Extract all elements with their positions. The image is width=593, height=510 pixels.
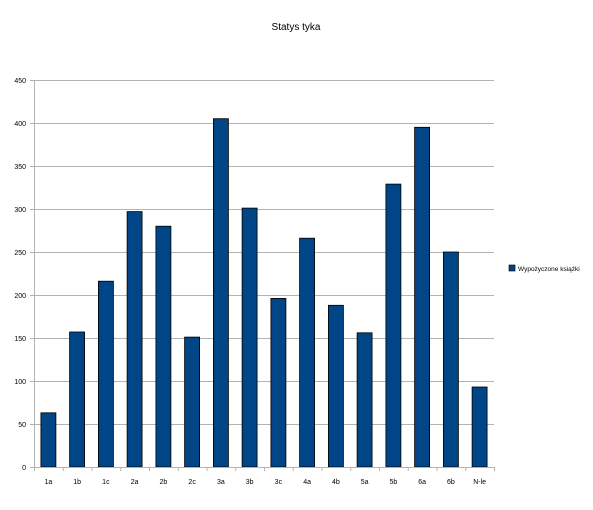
y-tick-label: 400	[14, 121, 26, 128]
x-tick-label: 2a	[131, 479, 139, 486]
bar	[241, 207, 258, 468]
bar	[212, 118, 229, 468]
legend-swatch	[508, 264, 516, 272]
bar	[442, 251, 459, 468]
bar	[471, 386, 488, 468]
y-tick-label: 300	[14, 207, 26, 214]
legend-label: Wypożyczone książki	[518, 266, 580, 273]
x-tick-label: 4b	[332, 479, 340, 486]
y-tick-label: 0	[22, 465, 26, 472]
y-tick-label: 150	[14, 336, 26, 343]
bar	[327, 304, 344, 468]
bar	[414, 126, 431, 468]
y-tick-label: 350	[14, 164, 26, 171]
x-tick-label: 5a	[361, 479, 369, 486]
x-tick-label: 1c	[102, 479, 110, 486]
bar	[184, 336, 201, 468]
y-tick-label: 200	[14, 293, 26, 300]
bar	[299, 237, 316, 468]
x-tick-label: 6b	[447, 479, 455, 486]
bar	[155, 225, 172, 468]
bar	[126, 211, 143, 468]
x-tick-label: 2b	[159, 479, 167, 486]
axes: 0 50 100 150 200 250 300 350 400 450 1a 1b 1c 2a 2b 2c 3…	[14, 78, 495, 486]
x-tick-label: 3c	[275, 479, 283, 486]
y-tick-label: 100	[14, 379, 26, 386]
x-tick-label: 1a	[44, 479, 52, 486]
legend: Wypożyczone książki	[508, 264, 580, 273]
y-tick-label: 50	[18, 422, 26, 429]
bars	[40, 118, 488, 468]
x-tick-label: 6a	[418, 479, 426, 486]
bar	[385, 183, 402, 468]
x-tick-label: 1b	[73, 479, 81, 486]
x-tick-label: 4a	[303, 479, 311, 486]
x-tick-label: 2c	[188, 479, 196, 486]
bar	[69, 331, 85, 468]
bar	[270, 297, 287, 468]
x-tick-label: N-le	[473, 479, 486, 486]
y-tick-label: 250	[14, 250, 26, 257]
x-tick-label: 3a	[217, 479, 225, 486]
bar	[98, 280, 114, 468]
x-tick-label: 5b	[389, 479, 397, 486]
y-tick-label: 450	[14, 78, 26, 85]
x-tick-label: 3b	[246, 479, 254, 486]
chart-title: Statys tyka	[272, 22, 321, 33]
bar	[40, 412, 57, 468]
bar	[356, 332, 373, 468]
